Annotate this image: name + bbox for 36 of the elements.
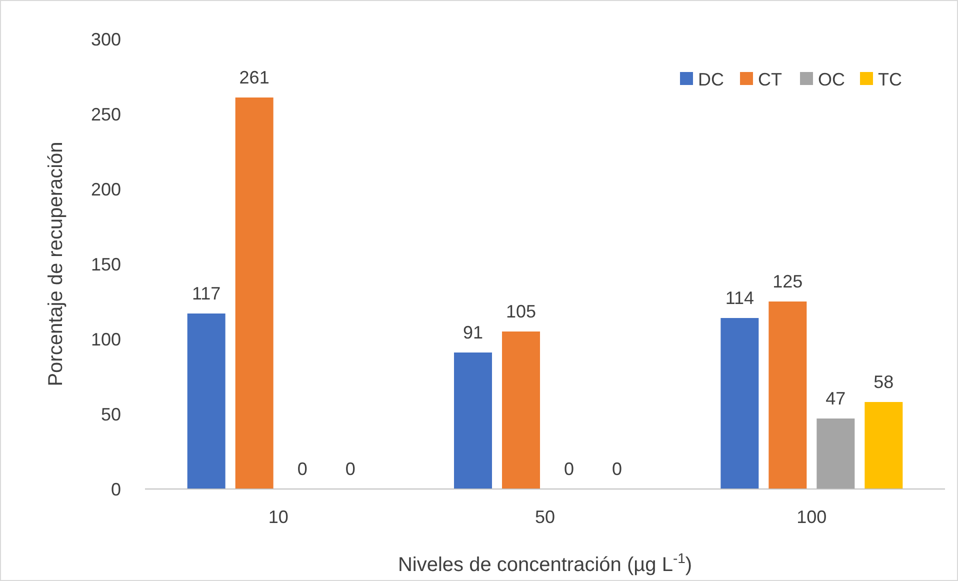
data-label: 0 [297, 459, 308, 479]
data-label: 47 [826, 388, 846, 408]
data-label: 91 [462, 322, 484, 342]
y-tick-label: 250 [90, 104, 121, 124]
bar [502, 332, 540, 489]
legend-label: CT [758, 69, 782, 90]
y-axis-title: Porcentaje de recuperación [45, 142, 67, 386]
bar [864, 402, 903, 489]
bar [454, 352, 492, 489]
x-tick-label: 10 [268, 507, 288, 527]
data-label: 0 [564, 459, 574, 479]
y-tick-label: 100 [90, 329, 121, 350]
data-label: 114 [725, 288, 754, 308]
data-label: 125 [772, 272, 803, 292]
legend-label: DC [698, 69, 724, 90]
data-label: 0 [612, 459, 622, 479]
bar [816, 418, 855, 489]
bar [187, 314, 226, 489]
legend-label: OC [818, 69, 845, 90]
data-label: 58 [874, 372, 894, 392]
y-tick-label: 300 [90, 29, 121, 50]
data-label: 0 [345, 459, 356, 479]
x-tick-label: 50 [534, 507, 556, 527]
y-tick-label: 0 [110, 479, 121, 500]
legend-label: TC [878, 69, 902, 90]
x-axis-title: Niveles de concentración (µg L$^{-1}$) [398, 550, 692, 576]
y-tick-label: 50 [100, 404, 121, 424]
y-tick-label: 150 [90, 254, 121, 274]
bar [235, 98, 274, 489]
data-label: 261 [239, 68, 270, 88]
x-tick-label: 100 [796, 507, 827, 527]
data-label: 117 [192, 284, 221, 304]
y-tick-label: 200 [90, 179, 121, 200]
bar [720, 318, 759, 489]
bar [768, 302, 807, 489]
data-label: 105 [506, 302, 536, 322]
